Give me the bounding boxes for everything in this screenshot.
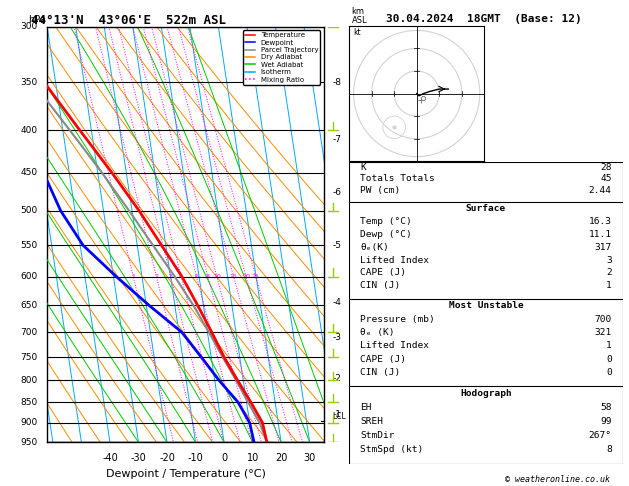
- Text: StmSpd (kt): StmSpd (kt): [360, 446, 423, 454]
- Text: -40: -40: [102, 452, 118, 463]
- Text: -2: -2: [332, 374, 341, 382]
- Text: Dewp (°C): Dewp (°C): [360, 229, 412, 239]
- Text: Mixing Ratio (g/kg): Mixing Ratio (g/kg): [362, 198, 371, 271]
- Text: 20: 20: [242, 274, 250, 279]
- Text: 700: 700: [594, 314, 612, 324]
- Text: © weatheronline.co.uk: © weatheronline.co.uk: [505, 474, 610, 484]
- Text: 10: 10: [247, 452, 259, 463]
- Text: Temp (°C): Temp (°C): [360, 217, 412, 226]
- Text: -6: -6: [332, 188, 342, 197]
- Text: 700: 700: [20, 328, 38, 337]
- Text: 8: 8: [606, 446, 612, 454]
- Text: 321: 321: [594, 328, 612, 337]
- Text: 3: 3: [169, 274, 173, 279]
- Text: 550: 550: [20, 241, 38, 250]
- Text: Pressure (mb): Pressure (mb): [360, 314, 435, 324]
- Text: -7: -7: [332, 135, 342, 144]
- Text: 30.04.2024  18GMT  (Base: 12): 30.04.2024 18GMT (Base: 12): [386, 14, 582, 24]
- Text: 2.44: 2.44: [589, 186, 612, 195]
- Text: EH: EH: [360, 403, 372, 412]
- Text: 28: 28: [600, 163, 612, 172]
- Legend: Temperature, Dewpoint, Parcel Trajectory, Dry Adiabat, Wet Adiabat, Isotherm, Mi: Temperature, Dewpoint, Parcel Trajectory…: [243, 30, 320, 85]
- Text: 0: 0: [606, 368, 612, 378]
- Text: 15: 15: [230, 274, 238, 279]
- Text: 1: 1: [131, 274, 135, 279]
- Text: 10: 10: [213, 274, 221, 279]
- Text: 500: 500: [20, 207, 38, 215]
- Text: CIN (J): CIN (J): [360, 368, 400, 378]
- Text: θₑ(K): θₑ(K): [360, 243, 389, 252]
- Text: Lifted Index: Lifted Index: [360, 256, 429, 264]
- Text: 30: 30: [304, 452, 316, 463]
- Text: 6: 6: [194, 274, 199, 279]
- Text: 58: 58: [600, 403, 612, 412]
- Text: 44°13'N  43°06'E  522m ASL: 44°13'N 43°06'E 522m ASL: [31, 14, 226, 27]
- Text: -10: -10: [187, 452, 203, 463]
- Text: 16.3: 16.3: [589, 217, 612, 226]
- Text: Surface: Surface: [466, 204, 506, 213]
- Text: kt: kt: [353, 28, 361, 37]
- Text: CIN (J): CIN (J): [360, 281, 400, 291]
- Text: θₑ (K): θₑ (K): [360, 328, 394, 337]
- Text: 2: 2: [154, 274, 159, 279]
- Text: hPa: hPa: [28, 15, 46, 25]
- Text: 750: 750: [20, 352, 38, 362]
- Text: 3: 3: [606, 256, 612, 264]
- Text: -20: -20: [159, 452, 175, 463]
- Text: -1: -1: [332, 410, 342, 419]
- Text: 99: 99: [600, 417, 612, 426]
- Text: SREH: SREH: [360, 417, 383, 426]
- Text: 1: 1: [606, 281, 612, 291]
- Text: K: K: [360, 163, 366, 172]
- Text: -8: -8: [332, 78, 342, 87]
- Text: 900: 900: [20, 418, 38, 427]
- Text: 2: 2: [606, 268, 612, 278]
- Text: 0: 0: [606, 355, 612, 364]
- Text: 450: 450: [20, 168, 38, 177]
- Text: 267°: 267°: [589, 432, 612, 440]
- Text: 8: 8: [206, 274, 209, 279]
- Text: 4: 4: [179, 274, 183, 279]
- Text: 1: 1: [606, 342, 612, 350]
- Text: PW (cm): PW (cm): [360, 186, 400, 195]
- Text: Most Unstable: Most Unstable: [448, 301, 523, 310]
- Text: Hodograph: Hodograph: [460, 389, 512, 398]
- Text: 317: 317: [594, 243, 612, 252]
- Text: Dewpoint / Temperature (°C): Dewpoint / Temperature (°C): [106, 469, 265, 479]
- Text: 950: 950: [20, 438, 38, 447]
- Text: Lifted Index: Lifted Index: [360, 342, 429, 350]
- Text: km
ASL: km ASL: [352, 7, 367, 25]
- Text: 350: 350: [20, 78, 38, 87]
- Text: 45: 45: [600, 174, 612, 183]
- Text: 20: 20: [275, 452, 287, 463]
- Text: 850: 850: [20, 398, 38, 407]
- Text: StmDir: StmDir: [360, 432, 394, 440]
- Text: CAPE (J): CAPE (J): [360, 355, 406, 364]
- Text: LCL: LCL: [332, 412, 346, 421]
- Text: 25: 25: [252, 274, 260, 279]
- Text: 600: 600: [20, 272, 38, 281]
- Text: -5: -5: [332, 241, 342, 250]
- Text: 400: 400: [20, 126, 38, 135]
- Text: 650: 650: [20, 301, 38, 310]
- Text: -30: -30: [131, 452, 147, 463]
- Text: 300: 300: [20, 22, 38, 31]
- Text: 800: 800: [20, 376, 38, 385]
- Text: -3: -3: [332, 333, 342, 342]
- Text: 11.1: 11.1: [589, 229, 612, 239]
- Text: 0: 0: [221, 452, 227, 463]
- Text: CAPE (J): CAPE (J): [360, 268, 406, 278]
- Text: -4: -4: [332, 298, 341, 307]
- Text: Totals Totals: Totals Totals: [360, 174, 435, 183]
